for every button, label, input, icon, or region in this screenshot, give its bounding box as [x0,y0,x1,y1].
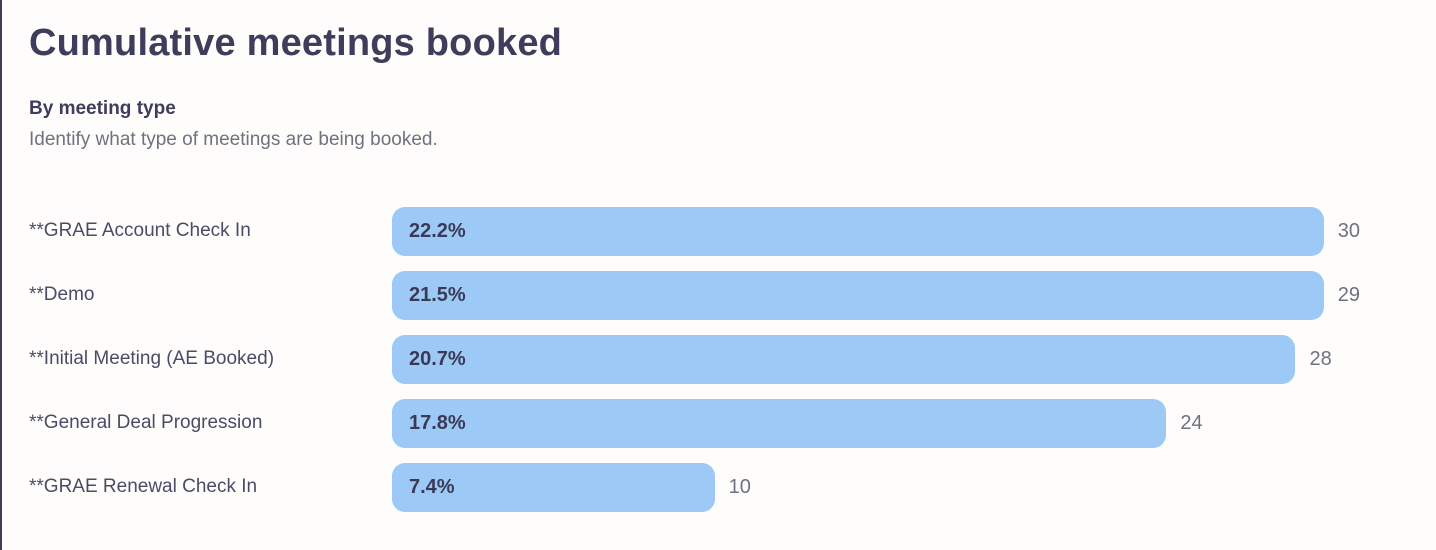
bar[interactable]: 17.8% [392,398,1167,448]
chart-row: **Initial Meeting (AE Booked) 20.7% 28 [29,334,1436,384]
chart-row: **GRAE Renewal Check In 7.4% 10 [29,462,1436,512]
category-label: **Demo [29,284,95,306]
bar-value-label: 10 [728,475,751,498]
bar-track: 21.5% 29 [392,270,1360,320]
bar-value-label: 28 [1309,347,1332,370]
bar-value-label: 29 [1337,283,1360,306]
bar[interactable]: 21.5% [392,270,1324,320]
bar-percent-label: 21.5% [409,283,466,306]
page-title: Cumulative meetings booked [29,22,563,64]
bar[interactable]: 7.4% [392,462,715,512]
category-label: **Initial Meeting (AE Booked) [29,348,275,370]
bar-track: 7.4% 10 [392,462,1360,512]
bar[interactable]: 22.2% [392,206,1324,256]
chart-description: Identify what type of meetings are being… [29,128,438,150]
bar-value-label: 30 [1337,219,1360,242]
category-label: **General Deal Progression [29,412,263,434]
chart-rows: **GRAE Account Check In 22.2% 30 **Demo … [29,206,1436,512]
bar-percent-label: 17.8% [409,411,466,434]
bar-percent-label: 22.2% [409,219,466,242]
bar-percent-label: 7.4% [409,475,455,498]
chart-row: **GRAE Account Check In 22.2% 30 [29,206,1436,256]
bar-track: 22.2% 30 [392,206,1360,256]
chart-row: **General Deal Progression 17.8% 24 [29,398,1436,448]
bar[interactable]: 20.7% [392,334,1296,384]
bar-track: 17.8% 24 [392,398,1360,448]
bar-value-label: 24 [1180,411,1203,434]
bar-track: 20.7% 28 [392,334,1360,384]
chart-subtitle: By meeting type [29,97,176,119]
category-label: **GRAE Renewal Check In [29,476,258,498]
category-label: **GRAE Account Check In [29,220,251,242]
bar-percent-label: 20.7% [409,347,466,370]
chart-row: **Demo 21.5% 29 [29,270,1436,320]
